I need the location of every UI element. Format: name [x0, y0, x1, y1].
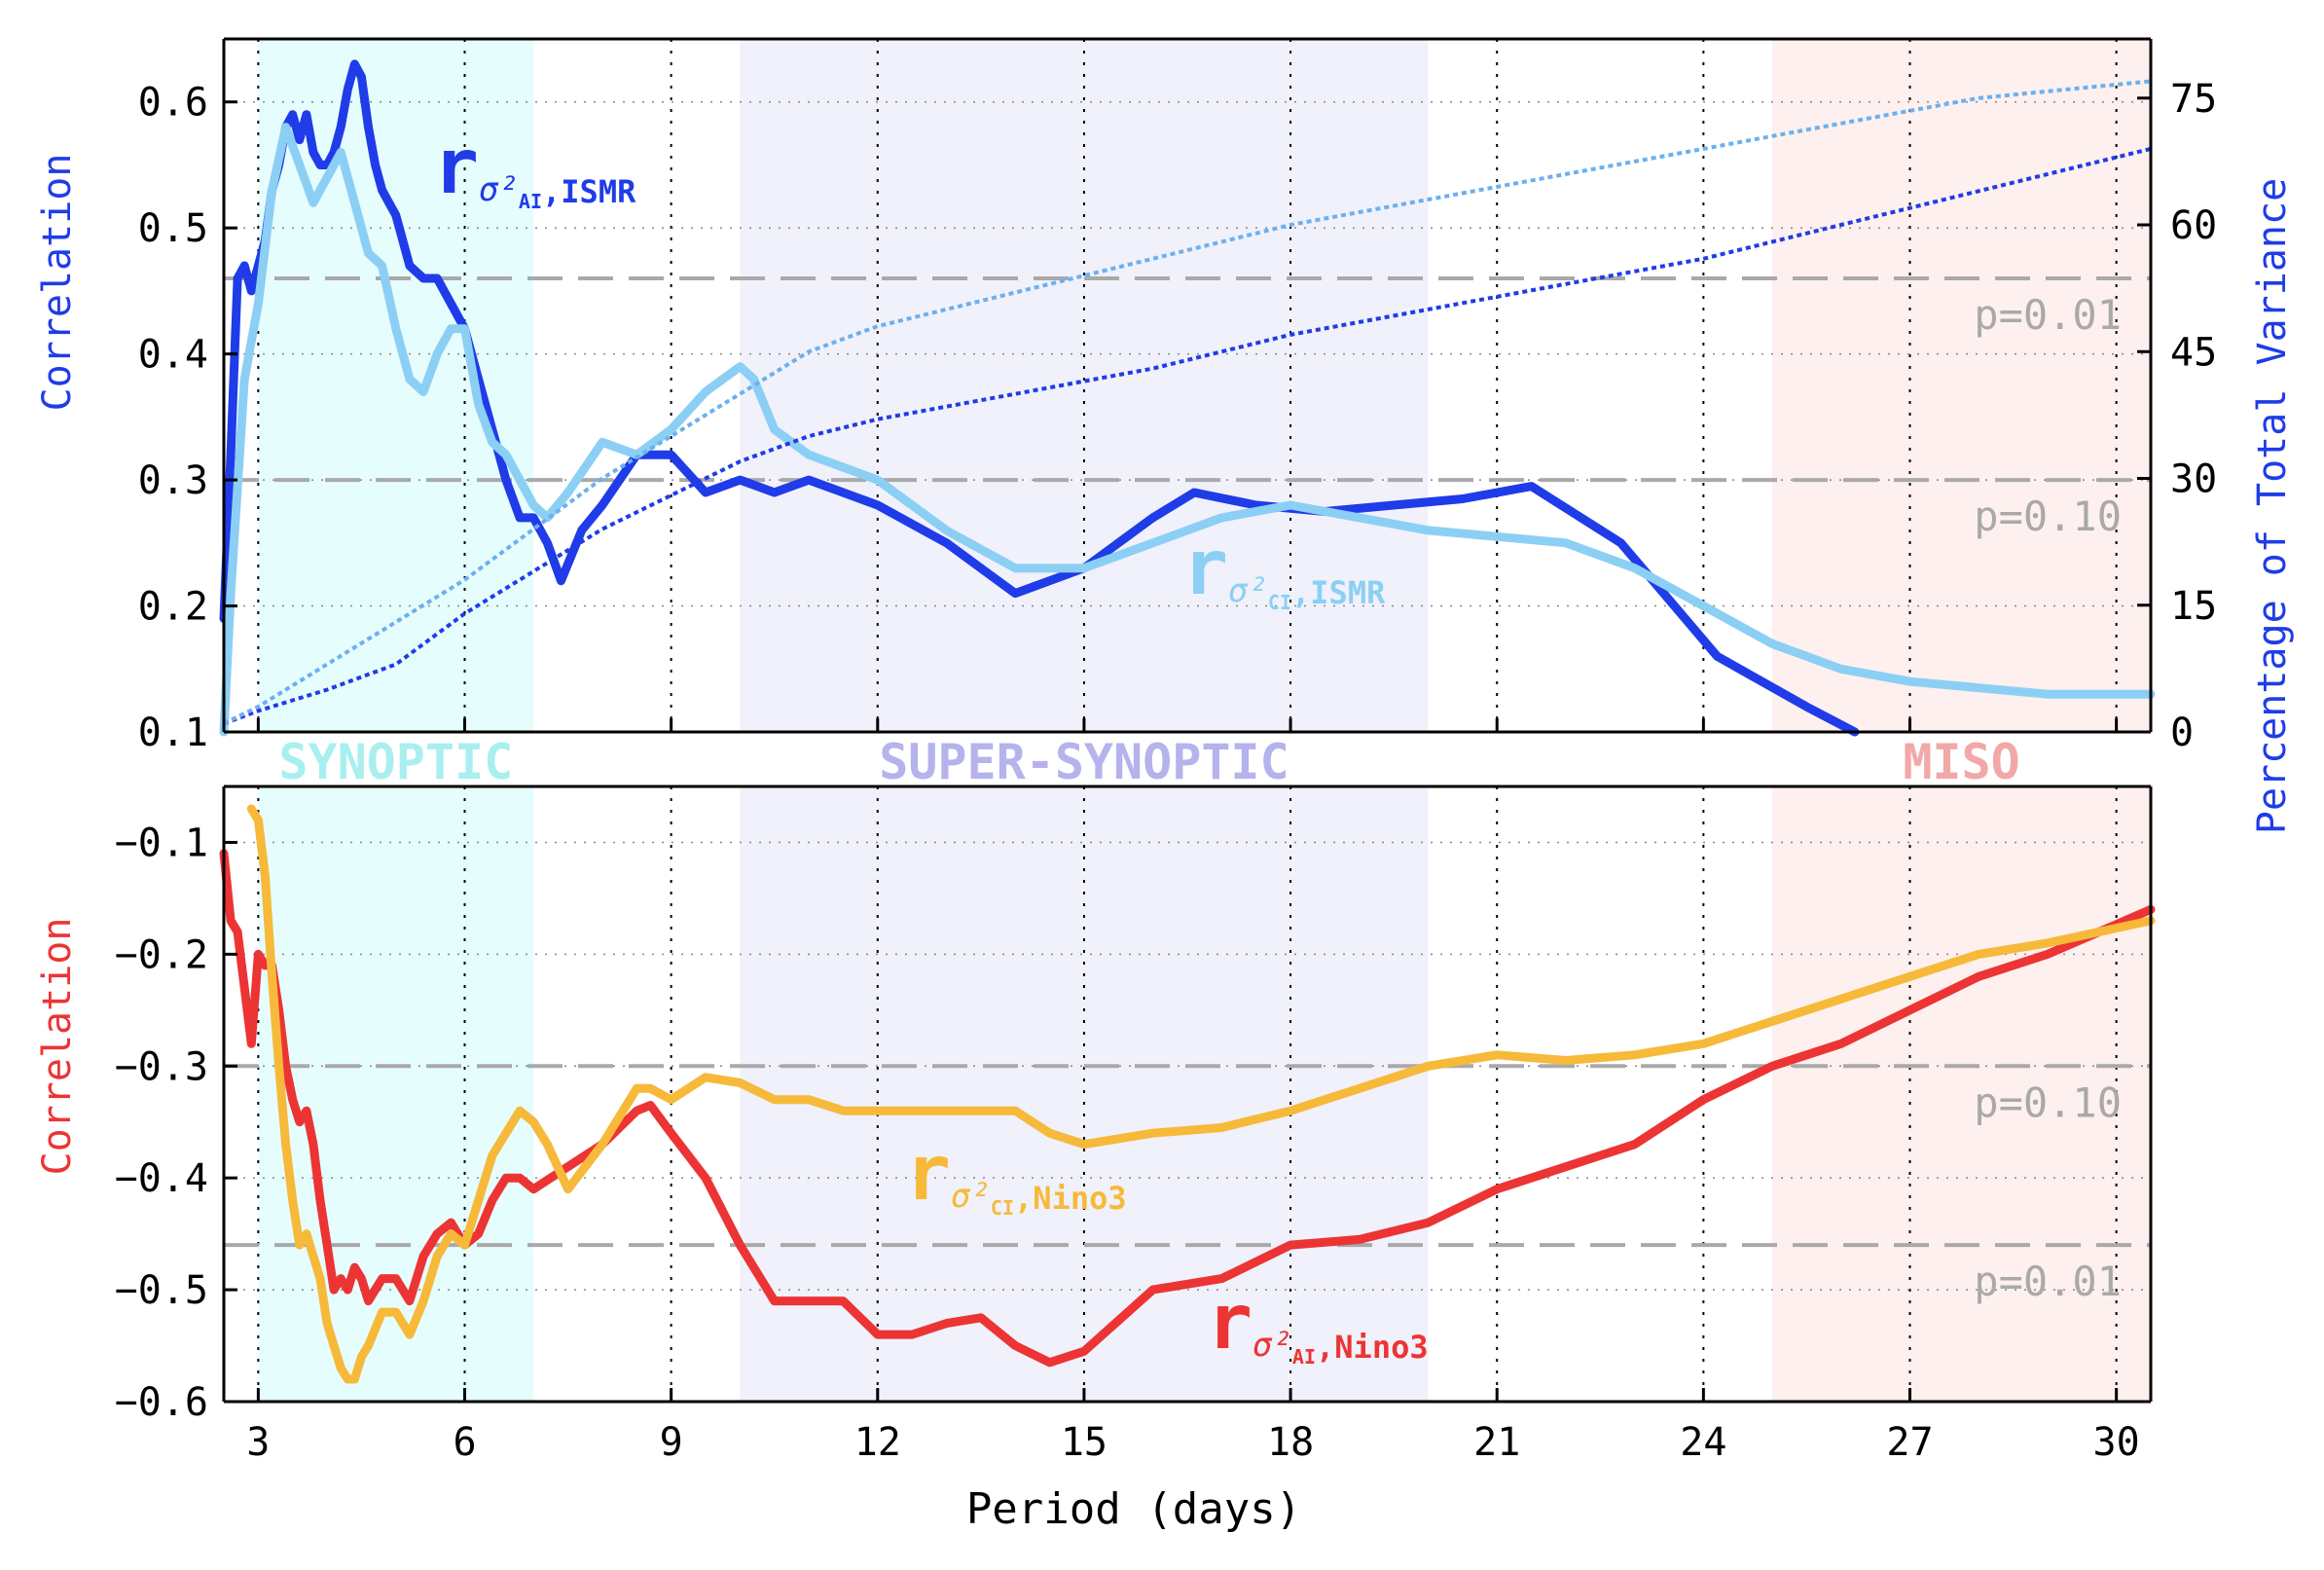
top-ytick-label-3: 0.4: [138, 333, 208, 378]
series-label-AI_Nino3: rσ²AI,Nino3: [1207, 1279, 1429, 1369]
bottom-ytick-label-4: −0.2: [115, 932, 208, 977]
series-label-AI_ISMR: rσ²AI,ISMR: [433, 124, 636, 213]
bottom-xtick-label-2: 9: [660, 1420, 683, 1465]
band-top-0: [258, 39, 534, 732]
top-ytick-right-label-1: 15: [2170, 584, 2217, 629]
band-label-2: MISO: [1903, 734, 2019, 790]
bottom-axes: −0.6 −0.5 −0.4 −0.3 −0.2 −0.1 3 6 9 12 15 18 21 24 27 3…: [115, 785, 2153, 1465]
top-threshold-label-1: p=0.10: [1974, 493, 2122, 540]
top-ylabel-right: Percentage of Total Variance: [2250, 178, 2295, 834]
bottom-xtick-label-7: 24: [1680, 1420, 1726, 1465]
bottom-series: [219, 804, 2156, 1384]
band-label-0: SYNOPTIC: [278, 734, 513, 790]
line-CI_var: [223, 79, 2152, 726]
band-bottom-0: [258, 786, 534, 1402]
band-top-2: [1772, 39, 2151, 732]
bottom-ytick-label-1: −0.5: [115, 1268, 208, 1313]
top-ytick-right-label-4: 60: [2170, 203, 2217, 248]
bottom-ytick-label-5: −0.1: [115, 821, 208, 865]
bottom-ylabel: Correlation: [35, 918, 80, 1176]
line-AI_var: [223, 146, 2152, 726]
bottom-threshold-label-1: p=0.01: [1974, 1258, 2122, 1305]
bottom-thresholds: p=0.10 p=0.01: [224, 1064, 2151, 1305]
top-ytick-right-label-5: 75: [2170, 77, 2217, 122]
top-ytick-right-label-2: 30: [2170, 457, 2217, 502]
top-axes: 0.1 0.2 0.3 0.4 0.5 0.6 0 15 30 45 60 75: [138, 37, 2217, 755]
top-ytick-label-1: 0.2: [138, 585, 208, 630]
top-ytick-right-label-0: 0: [2170, 711, 2194, 755]
line-CI_ISMR: [219, 123, 2156, 737]
series-label-CI_ISMR: rσ²CI,ISMR: [1182, 525, 1386, 614]
top-ytick-label-5: 0.6: [138, 81, 208, 126]
bottom-xtick-label-6: 21: [1473, 1420, 1520, 1465]
top-series: [219, 59, 2156, 737]
top-bands: [258, 39, 2151, 732]
top-threshold-label-0: p=0.01: [1974, 291, 2122, 339]
bottom-xtick-label-5: 18: [1267, 1420, 1314, 1465]
bottom-xtick-label-0: 3: [246, 1420, 270, 1465]
series-label-CI_Nino3: rσ²CI,Nino3: [905, 1130, 1127, 1220]
series-labels: rσ²AI,ISMR rσ²CI,ISMR rσ²AI,Nino3 rσ²CI,Nin…: [433, 124, 1429, 1369]
bottom-xtick-label-1: 6: [453, 1420, 476, 1465]
band-label-1: SUPER-SYNOPTIC: [879, 734, 1289, 790]
band-bottom-1: [740, 786, 1429, 1402]
bottom-bands: [258, 786, 2151, 1402]
bottom-ytick-label-3: −0.3: [115, 1044, 208, 1089]
bottom-xtick-label-8: 27: [1886, 1420, 1933, 1465]
bottom-threshold-label-0: p=0.10: [1974, 1078, 2122, 1126]
top-ytick-label-4: 0.5: [138, 206, 208, 251]
band-labels: SYNOPTIC SUPER-SYNOPTIC MISO: [278, 734, 2019, 790]
top-ylabel: Correlation: [35, 154, 80, 412]
line-AI_Nino3: [219, 849, 2156, 1368]
top-ytick-label-2: 0.3: [138, 458, 208, 503]
band-top-1: [740, 39, 1429, 732]
top-thresholds: p=0.01 p=0.10: [224, 275, 2151, 540]
bottom-xtick-label-3: 12: [854, 1420, 901, 1465]
top-ytick-right-label-3: 45: [2170, 330, 2217, 375]
bottom-xtick-label-9: 30: [2093, 1420, 2140, 1465]
bottom-xtick-label-4: 15: [1061, 1420, 1108, 1465]
bottom-ytick-label-0: −0.6: [115, 1380, 208, 1425]
band-bottom-2: [1772, 786, 2151, 1402]
top-ytick-label-0: 0.1: [138, 711, 208, 755]
bottom-xlabel: Period (days): [966, 1484, 1301, 1534]
bottom-ytick-label-2: −0.4: [115, 1156, 208, 1201]
line-CI_Nino3: [246, 804, 2156, 1384]
